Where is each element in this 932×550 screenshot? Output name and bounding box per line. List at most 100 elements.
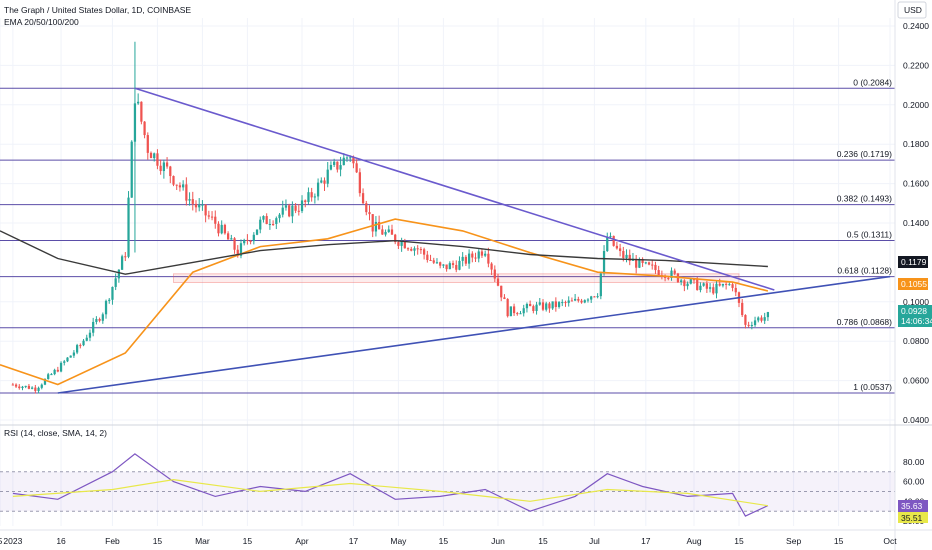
candle-body [654, 264, 657, 271]
candle-body [432, 260, 435, 263]
currency-label[interactable]: USD [904, 5, 922, 15]
y-tick-label: 0.0800 [903, 336, 929, 346]
candle-body [750, 325, 753, 327]
candle-body [641, 258, 644, 264]
candle-body [577, 298, 580, 301]
currency-box[interactable] [897, 1, 927, 19]
candle-body [442, 264, 445, 266]
candle-body [201, 204, 204, 206]
candle-body [358, 172, 361, 194]
rsi-value-tag-bg [898, 500, 928, 512]
candle-body [14, 384, 18, 387]
candle-body [204, 204, 207, 216]
candle-body [352, 157, 355, 164]
candle-body [210, 216, 214, 218]
price-tag-ema200: 0.1179 [901, 257, 927, 267]
candle-body [763, 317, 766, 321]
candle-body [753, 320, 757, 326]
candle-body [519, 313, 522, 315]
candle-body [246, 239, 249, 241]
trendline-ascending [57, 275, 891, 394]
candle-body [744, 315, 747, 325]
x-tick-label: 15 [538, 536, 548, 546]
price-tag-last: 0.0928 [901, 306, 927, 316]
candle-body [124, 256, 127, 258]
candle-body [31, 387, 34, 389]
candle-body [464, 256, 468, 264]
candle-body [410, 248, 413, 251]
candle-body [574, 298, 577, 301]
candle-body [715, 283, 718, 294]
candle-body [191, 199, 194, 204]
candle-body [355, 163, 358, 173]
candle-body [445, 264, 448, 270]
candle-body [236, 249, 239, 256]
candle-body [153, 153, 156, 159]
candle-body [316, 182, 320, 197]
candle-body [525, 303, 529, 309]
x-tick-label: 15 [243, 536, 253, 546]
y-tick-label: 0.0400 [903, 415, 929, 425]
candle-body [705, 283, 708, 289]
candle-body [278, 214, 281, 219]
candle-body [384, 231, 387, 235]
candle-body [586, 299, 590, 301]
candle-body [551, 301, 554, 309]
candle-body [461, 256, 464, 261]
candle-body [288, 205, 291, 217]
candle-body [165, 162, 169, 167]
candle-body [63, 361, 66, 363]
candlesticks [11, 41, 770, 394]
candle-body [291, 205, 294, 217]
indicator-label: EMA 20/50/100/200 [4, 17, 79, 27]
candle-body [50, 374, 53, 376]
rsi-tick-label: 60.00 [903, 477, 925, 487]
candle-body [326, 169, 329, 184]
candle-body [570, 300, 574, 302]
candle-body [294, 205, 297, 211]
candle-body [426, 254, 429, 261]
candle-body [214, 216, 217, 224]
x-tick-label: Apr [295, 536, 308, 546]
candle-body [760, 317, 763, 321]
candle-body [175, 184, 178, 186]
fib-level-label: 0.786 (0.0868) [837, 317, 892, 327]
x-tick-label: Feb [105, 536, 120, 546]
candle-body [657, 270, 660, 276]
candle-body [262, 216, 265, 220]
x-tick-label: 15 [734, 536, 744, 546]
candle-body [320, 180, 323, 183]
candle-body [72, 352, 76, 356]
rsi-sma-tag: 35.51 [901, 513, 923, 523]
candle-body [56, 369, 59, 372]
fib-level-label: 0.236 (0.1719) [837, 149, 892, 159]
x-tick-label: 5 [0, 536, 3, 546]
candle-body [365, 203, 368, 213]
candle-body [217, 223, 220, 234]
candle-body [538, 302, 541, 305]
candle-body [532, 306, 535, 311]
candle-body [731, 284, 734, 288]
candle-body [329, 164, 333, 170]
candle-body [609, 235, 612, 237]
candle-body [381, 229, 384, 235]
candle-body [114, 278, 117, 287]
candle-body [680, 280, 683, 283]
candle-body [699, 285, 702, 291]
candle-body [371, 214, 374, 232]
candle-body [82, 340, 85, 346]
candle-body [413, 248, 416, 251]
candle-body [249, 240, 252, 242]
trendline-descending [134, 87, 775, 291]
x-tick-label: 17 [349, 536, 359, 546]
x-tick-label: Jun [491, 536, 505, 546]
chart-title: The Graph / United States Dollar, 1D, CO… [4, 5, 191, 15]
candle-body [667, 277, 670, 279]
candle-body [496, 278, 500, 286]
candle-body [259, 219, 262, 230]
candle-body [275, 218, 278, 224]
candle-body [628, 254, 631, 261]
candle-body [11, 384, 14, 386]
candle-body [593, 296, 596, 298]
